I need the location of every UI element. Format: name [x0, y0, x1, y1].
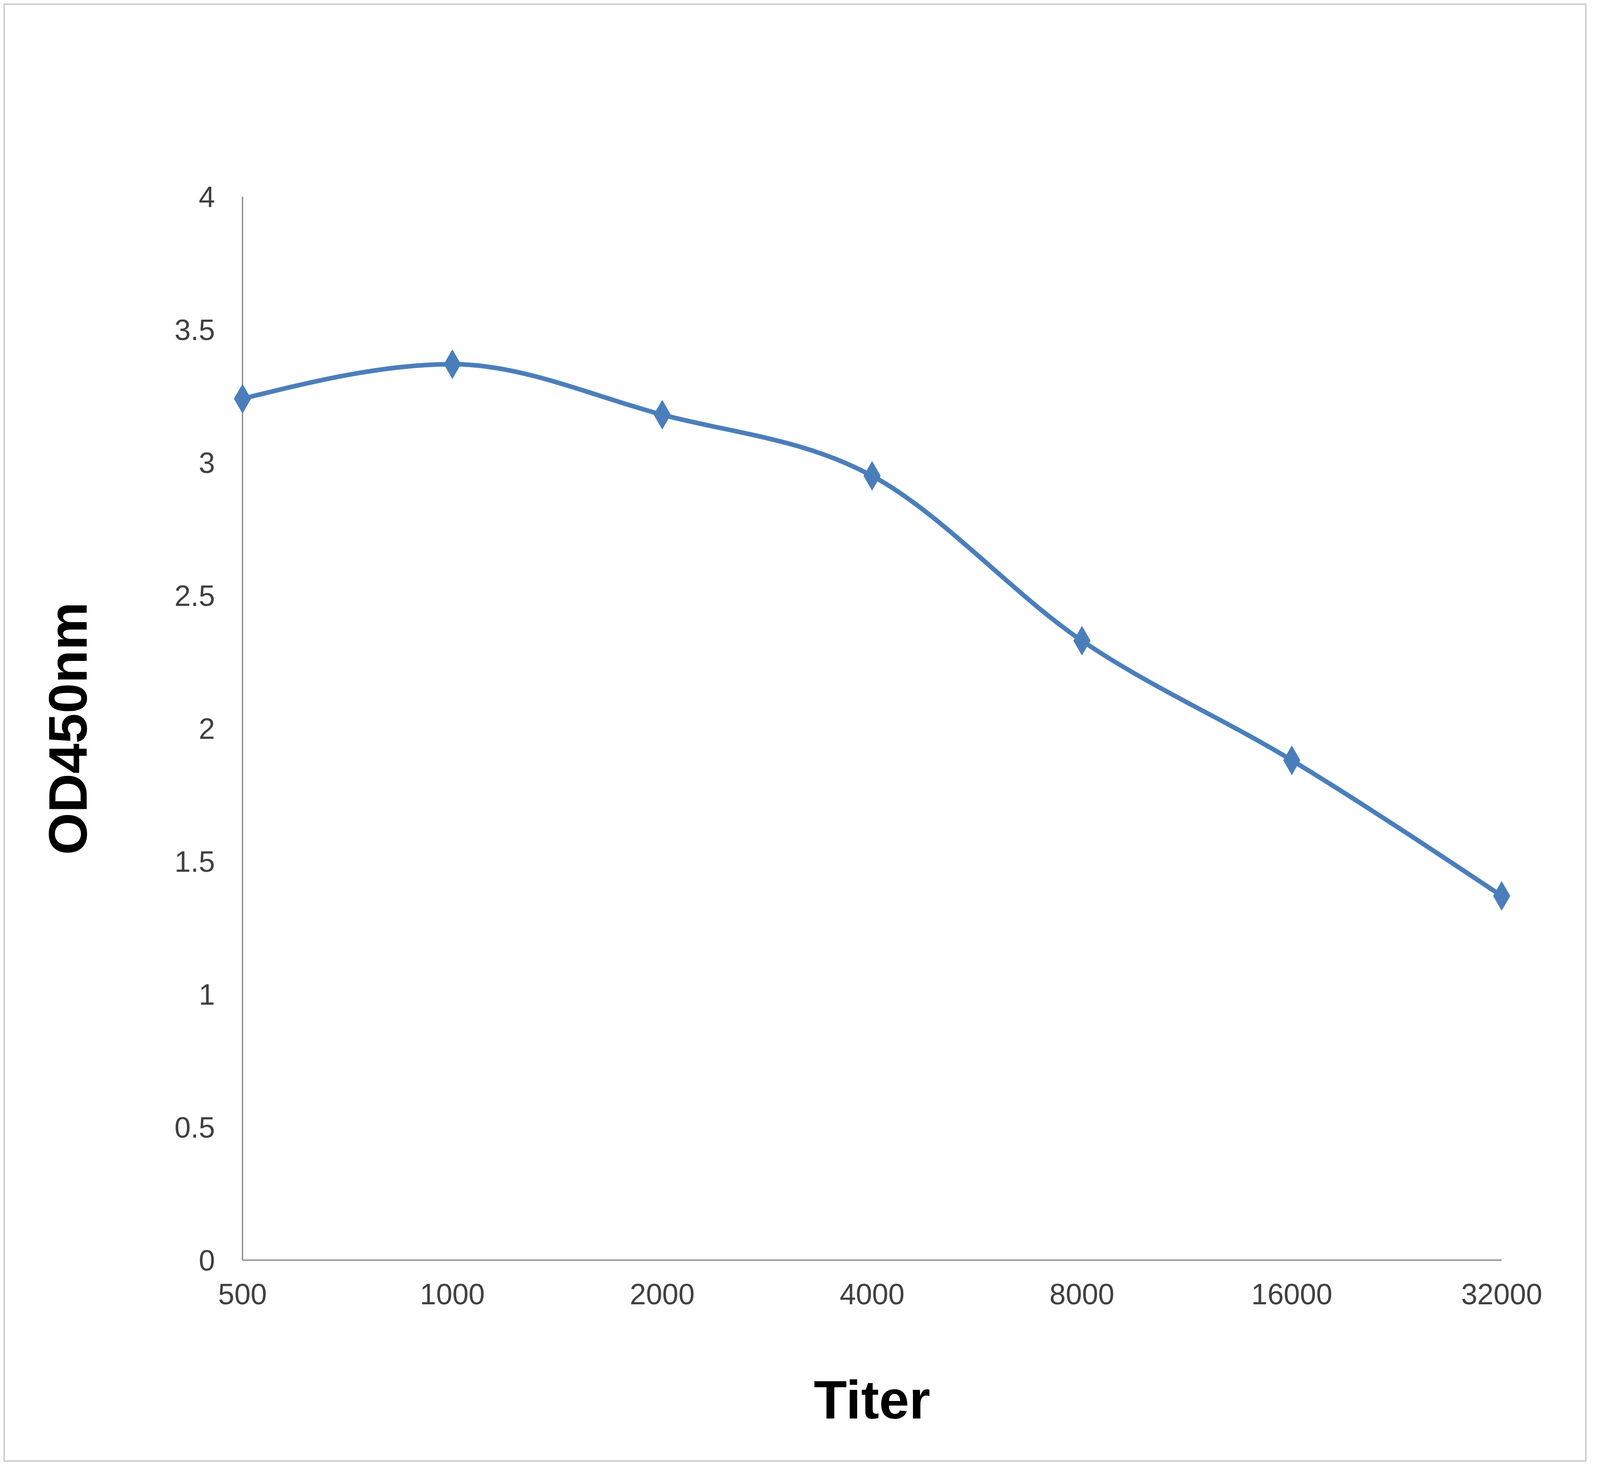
svg-text:2000: 2000	[629, 1277, 695, 1311]
svg-text:4000: 4000	[839, 1277, 905, 1311]
svg-text:500: 500	[218, 1277, 268, 1311]
svg-text:3.5: 3.5	[174, 313, 215, 347]
svg-text:1000: 1000	[420, 1277, 485, 1311]
svg-text:16000: 16000	[1251, 1277, 1333, 1311]
svg-text:2: 2	[198, 712, 215, 745]
svg-text:4: 4	[198, 180, 215, 214]
svg-text:0.5: 0.5	[174, 1111, 215, 1144]
svg-text:1: 1	[198, 978, 215, 1011]
svg-text:1.5: 1.5	[174, 845, 215, 878]
svg-text:Titer: Titer	[813, 1369, 930, 1430]
svg-text:32000: 32000	[1461, 1277, 1543, 1311]
svg-text:8000: 8000	[1049, 1277, 1115, 1311]
svg-text:3: 3	[198, 446, 215, 480]
svg-text:0: 0	[198, 1244, 215, 1277]
svg-text:2.5: 2.5	[174, 579, 215, 613]
svg-text:OD450nm: OD450nm	[37, 602, 99, 855]
